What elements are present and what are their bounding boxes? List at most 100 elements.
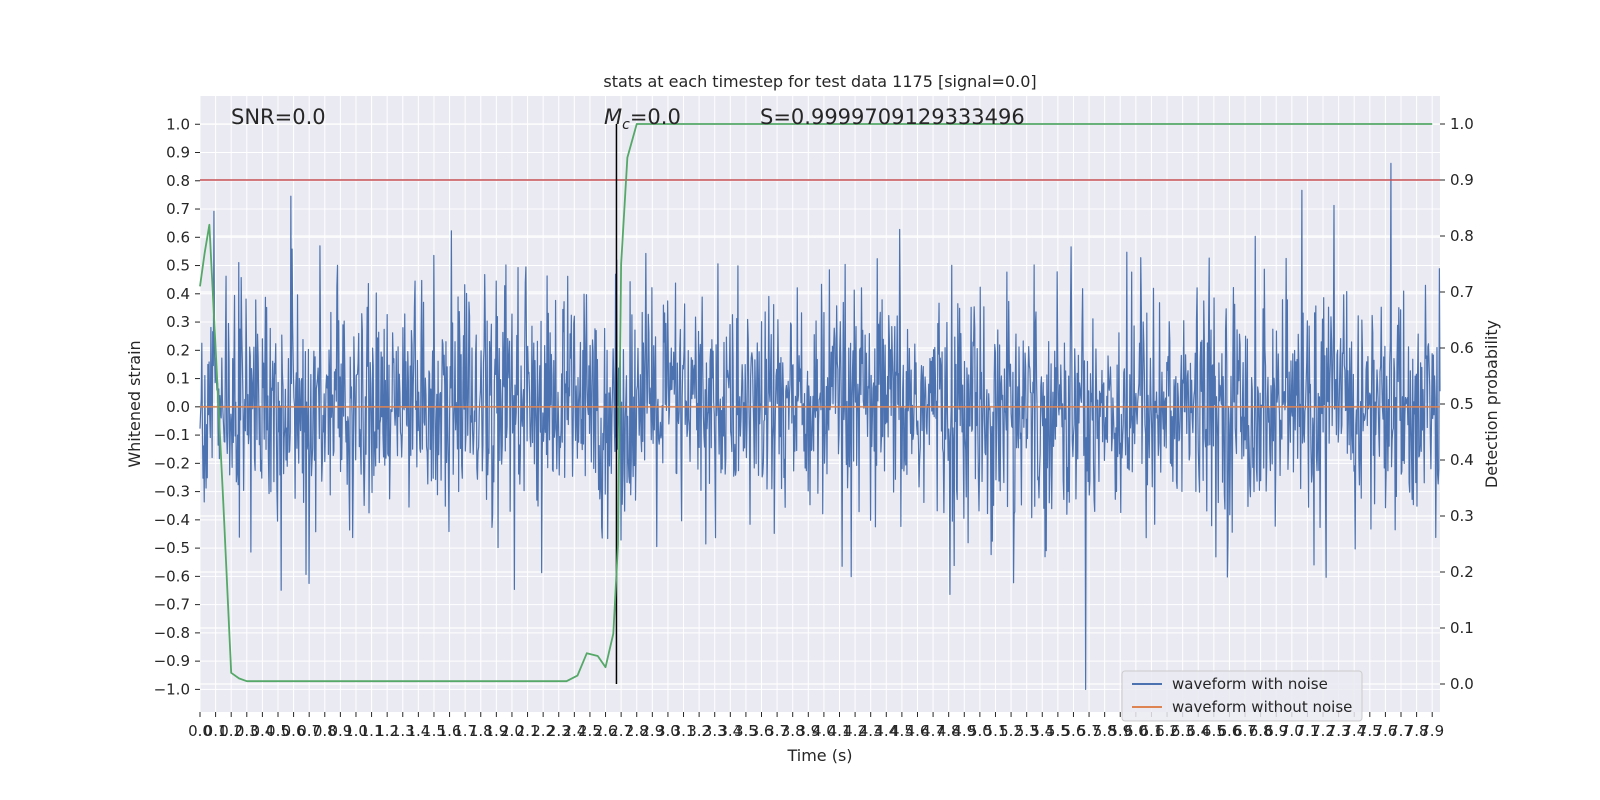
x-tick-label-31: 3.1 xyxy=(672,722,696,740)
x-tick-label-74: 7.4 xyxy=(1342,722,1366,740)
x-tick-label-67: 6.7 xyxy=(1233,722,1257,740)
x-tick-label-14: 1.4 xyxy=(406,722,430,740)
x-tick-label-70: 7.0 xyxy=(1280,722,1304,740)
x-tick-label-33: 3.3 xyxy=(703,722,727,740)
x-tick-label-60: 6.0 xyxy=(1124,722,1148,740)
x-tick-label-36: 3.6 xyxy=(750,722,774,740)
x-tick-label-59: 5.9 xyxy=(1108,722,1132,740)
x-tick-label-54: 5.4 xyxy=(1030,722,1054,740)
annotation-mc-symbol: M xyxy=(604,105,622,129)
y-tick-label-16: 0.6 xyxy=(166,228,190,246)
x-tick-label-16: 1.6 xyxy=(438,722,462,740)
x-tick-label-11: 1.1 xyxy=(360,722,384,740)
x-tick-label-66: 6.6 xyxy=(1218,722,1242,740)
chart-title: stats at each timestep for test data 117… xyxy=(603,72,1036,91)
x-tick-label-29: 2.9 xyxy=(640,722,664,740)
x-tick-label-21: 2.1 xyxy=(516,722,540,740)
y2-tick-label-10: 1.0 xyxy=(1450,115,1474,133)
y-tick-label-8: −0.2 xyxy=(154,454,190,472)
x-tick-label-53: 5.3 xyxy=(1015,722,1039,740)
annotation-snr: SNR=0.0 xyxy=(231,105,326,129)
x-tick-label-46: 4.6 xyxy=(906,722,930,740)
legend: waveform with noise waveform without noi… xyxy=(1121,670,1363,722)
y-tick-label-11: 0.1 xyxy=(166,370,190,388)
y-tick-label-14: 0.4 xyxy=(166,285,190,303)
legend-box xyxy=(1121,670,1363,722)
x-tick-label-73: 7.3 xyxy=(1327,722,1351,740)
x-tick-label-58: 5.8 xyxy=(1093,722,1117,740)
y-tick-label-2: −0.8 xyxy=(154,624,190,642)
y-tick-label-19: 0.9 xyxy=(166,144,190,162)
y2-tick-label-5: 0.5 xyxy=(1450,395,1474,413)
x-tick-label-13: 1.3 xyxy=(391,722,415,740)
y2-tick-label-9: 0.9 xyxy=(1450,171,1474,189)
y-tick-label-10: 0.0 xyxy=(166,398,190,416)
x-tick-label-6: 0.6 xyxy=(282,722,306,740)
x-tick-labels: 0.00.10.20.30.40.50.60.70.80.91.01.11.21… xyxy=(188,712,1444,740)
x-tick-label-76: 7.6 xyxy=(1373,722,1397,740)
y2-tick-label-8: 0.8 xyxy=(1450,227,1474,245)
legend-entry-with-noise: waveform with noise xyxy=(1172,675,1328,693)
x-tick-label-34: 3.4 xyxy=(718,722,742,740)
y-tick-label-13: 0.3 xyxy=(166,313,190,331)
annotation-s: S=0.9999709129333496 xyxy=(760,105,1025,129)
x-tick-label-17: 1.7 xyxy=(453,722,477,740)
y-tick-label-12: 0.2 xyxy=(166,341,190,359)
x-tick-label-27: 2.7 xyxy=(609,722,633,740)
x-tick-label-10: 1.0 xyxy=(344,722,368,740)
x-tick-label-15: 1.5 xyxy=(422,722,446,740)
y2-tick-label-6: 0.6 xyxy=(1450,339,1474,357)
x-tick-label-26: 2.6 xyxy=(594,722,618,740)
y-tick-label-7: −0.3 xyxy=(154,483,190,501)
x-tick-label-1: 0.1 xyxy=(204,722,228,740)
y2-tick-label-7: 0.7 xyxy=(1450,283,1474,301)
x-tick-label-61: 6.1 xyxy=(1140,722,1164,740)
y-tick-label-18: 0.8 xyxy=(166,172,190,190)
x-tick-label-75: 7.5 xyxy=(1358,722,1382,740)
x-tick-label-19: 1.9 xyxy=(484,722,508,740)
x-tick-label-78: 7.8 xyxy=(1405,722,1429,740)
x-tick-label-32: 3.2 xyxy=(687,722,711,740)
x-tick-label-41: 4.1 xyxy=(828,722,852,740)
x-tick-label-43: 4.3 xyxy=(859,722,883,740)
noise-waveform-line xyxy=(199,162,1441,690)
x-tick-label-24: 2.4 xyxy=(562,722,586,740)
x-tick-label-44: 4.4 xyxy=(874,722,898,740)
x-tick-label-52: 5.2 xyxy=(999,722,1023,740)
x-tick-label-79: 7.9 xyxy=(1420,722,1444,740)
y2-tick-label-3: 0.3 xyxy=(1450,507,1474,525)
y2-axis-label: Detection probability xyxy=(1482,320,1501,488)
x-tick-label-2: 0.2 xyxy=(219,722,243,740)
y2-tick-labels: 0.0 0.1 0.2 0.3 0.4 0.5 0.6 0.7 0.8 0.9 1.0 xyxy=(1440,115,1474,693)
x-tick-label-71: 7.1 xyxy=(1295,722,1319,740)
y-tick-label-4: −0.6 xyxy=(154,567,190,585)
x-axis-label: Time (s) xyxy=(786,746,852,765)
y-tick-label-5: −0.5 xyxy=(154,539,190,557)
x-tick-label-9: 0.9 xyxy=(328,722,352,740)
x-tick-label-4: 0.4 xyxy=(250,722,274,740)
series-waveform-with-noise xyxy=(199,162,1441,690)
y-axis-label: Whitened strain xyxy=(125,340,144,467)
series-detection-probability xyxy=(199,123,1433,683)
x-tick-label-63: 6.3 xyxy=(1171,722,1195,740)
y-tick-labels: −1.0 −0.9 −0.8 −0.7 −0.6 −0.5 −0.4 −0.3 −0.2 −0.1… xyxy=(154,115,200,698)
y2-tick-label-2: 0.2 xyxy=(1450,563,1474,581)
x-tick-label-64: 6.4 xyxy=(1186,722,1210,740)
x-tick-label-5: 0.5 xyxy=(266,722,290,740)
y-tick-label-3: −0.7 xyxy=(154,596,190,614)
annotation-mc-value: =0.0 xyxy=(630,105,681,129)
x-tick-label-3: 0.3 xyxy=(235,722,259,740)
x-tick-label-50: 5.0 xyxy=(968,722,992,740)
x-tick-label-56: 5.6 xyxy=(1062,722,1086,740)
x-tick-label-40: 4.0 xyxy=(812,722,836,740)
x-tick-label-37: 3.7 xyxy=(765,722,789,740)
y-tick-label-1: −0.9 xyxy=(154,652,190,670)
y-tick-label-6: −0.4 xyxy=(154,511,190,529)
x-tick-label-35: 3.5 xyxy=(734,722,758,740)
y-tick-label-17: 0.7 xyxy=(166,200,190,218)
x-tick-label-68: 6.8 xyxy=(1249,722,1273,740)
x-tick-label-23: 2.3 xyxy=(547,722,571,740)
x-tick-label-65: 6.5 xyxy=(1202,722,1226,740)
x-tick-label-8: 0.8 xyxy=(313,722,337,740)
